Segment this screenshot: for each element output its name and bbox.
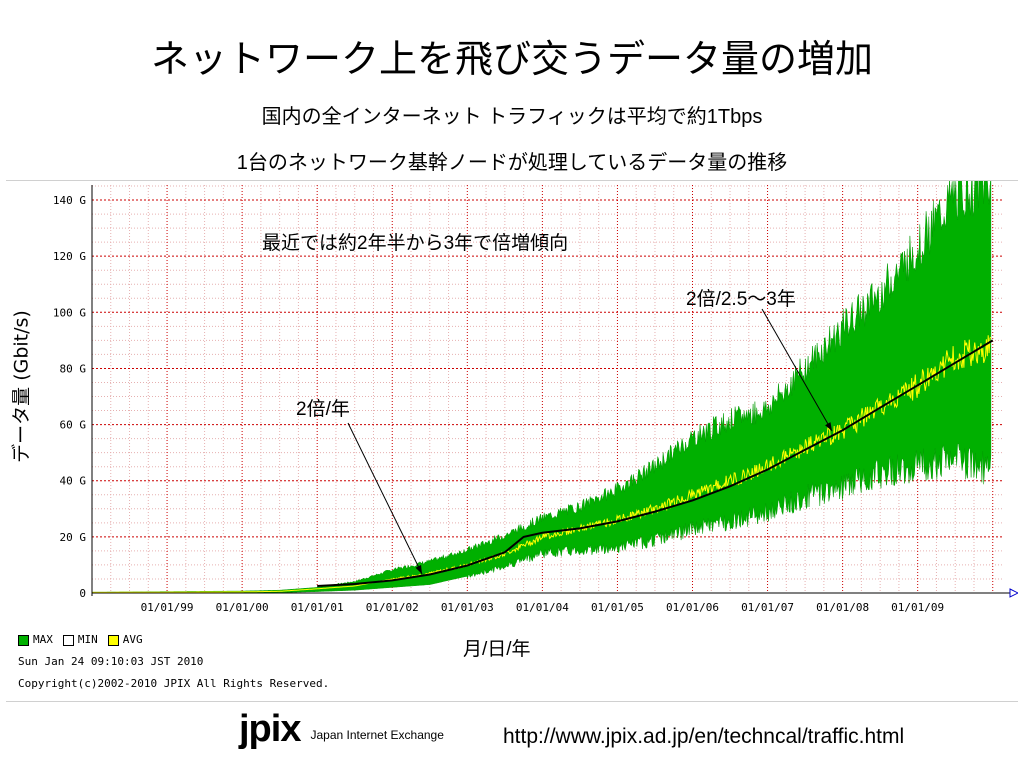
x-tick-label: 01/01/00 — [216, 601, 269, 614]
trend-line — [317, 339, 994, 587]
x-tick-label: 01/01/03 — [441, 601, 494, 614]
arrow-recent-doubling-head — [825, 422, 832, 431]
x-tick-label: 01/01/08 — [816, 601, 869, 614]
y-tick-label: 80 G — [60, 362, 87, 375]
chart-copyright: Copyright(c)2002-2010 JPIX All Rights Re… — [18, 677, 330, 690]
min-swatch — [62, 634, 74, 646]
annotation-early-doubling: 2倍/年 — [296, 399, 350, 420]
x-tick-label: 01/01/06 — [666, 601, 719, 614]
y-tick-label: 40 G — [60, 475, 87, 488]
y-tick-label: 100 G — [53, 306, 86, 319]
arrow-early-doubling — [347, 422, 423, 575]
slide-title: ネットワーク上を飛び交うデータ量の増加 — [150, 37, 873, 81]
chart-panel: 0 20 G 40 G 60 G 80 G 100 G 120 G 140 G 01/01/99… — [6, 180, 1018, 702]
jpix-logo: jpix Japan Internet Exchange — [239, 708, 444, 750]
y-tick-label: 120 G — [53, 250, 86, 263]
x-tick-label: 01/01/99 — [141, 601, 194, 614]
legend-item-min: MIN — [62, 629, 98, 651]
slide-subtitle: 国内の全インターネット トラフィックは平均で約1Tbps — [261, 106, 763, 128]
x-tick-label: 01/01/04 — [516, 601, 569, 614]
avg-swatch — [107, 634, 119, 646]
arrow-recent-doubling — [761, 308, 833, 432]
avg-series-line — [92, 335, 992, 593]
max-swatch — [18, 634, 29, 646]
chart-legend: MAX MIN AVG Sun Jan 24 09:10:03 JST 2010… — [18, 629, 329, 695]
x-axis-label: 月/日/年 — [463, 639, 531, 660]
source-url[interactable]: http://www.jpix.ad.jp/en/techncal/traffi… — [503, 725, 905, 748]
y-tick-label: 20 G — [60, 531, 87, 544]
annotation-trend-summary: 最近では約2年半から3年で倍増傾向 — [262, 233, 569, 254]
x-axis-arrow — [1009, 588, 1018, 598]
chart-timestamp: Sun Jan 24 09:10:03 JST 2010 — [18, 655, 204, 668]
y-tick-label: 0 — [79, 587, 86, 600]
legend-avg-label: AVG — [122, 633, 143, 646]
logo-text: Japan Internet Exchange — [310, 728, 444, 742]
y-tick-label: 140 G — [53, 194, 86, 207]
y-tick-label: 60 G — [60, 419, 87, 432]
x-tick-label: 01/01/05 — [591, 601, 644, 614]
legend-item-avg: AVG — [107, 629, 143, 651]
legend-max-label: MAX — [33, 633, 53, 646]
legend-min-label: MIN — [77, 633, 98, 646]
x-tick-label: 01/01/01 — [291, 601, 344, 614]
x-tick-label: 01/01/02 — [366, 601, 419, 614]
x-tick-label: 01/01/07 — [741, 601, 794, 614]
y-axis-label: データ量 (Gbit/s) — [10, 310, 33, 463]
arrow-early-doubling-head — [415, 565, 422, 574]
legend-item-max: MAX — [18, 629, 53, 651]
traffic-chart: 0 20 G 40 G 60 G 80 G 100 G 120 G 140 G 01/01/99… — [53, 181, 1018, 614]
logo-mark: jpix — [239, 708, 301, 750]
annotation-recent-doubling: 2倍/2.5～3年 — [686, 289, 796, 310]
x-tick-label: 01/01/09 — [891, 601, 944, 614]
slide-subtitle-2: 1台のネットワーク基幹ノードが処理しているデータ量の推移 — [236, 152, 788, 174]
max-series-area — [91, 181, 992, 594]
